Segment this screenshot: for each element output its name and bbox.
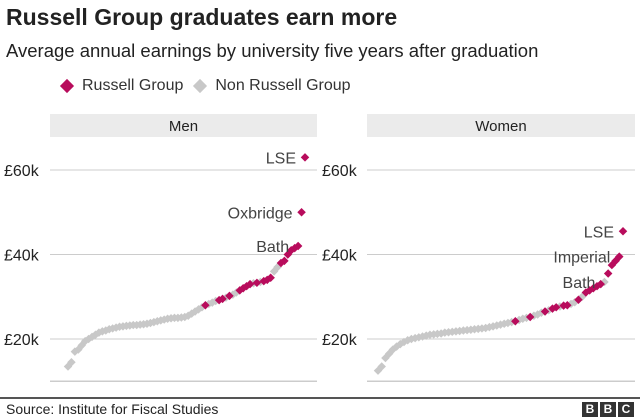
russell-group-point	[603, 269, 613, 278]
russell-group-point	[596, 279, 605, 289]
russell-group-point	[266, 273, 275, 282]
legend-russell: Russell Group	[82, 77, 184, 94]
russell-group-point	[293, 241, 303, 251]
russell-group-point	[297, 208, 306, 217]
plot-area: Men £20k £40k £60k LSE Oxbridge Bath Women £20k £…	[4, 114, 635, 382]
chart-subtitle: Average annual earnings by university fi…	[6, 40, 539, 61]
y-tick-label: £40k	[4, 248, 40, 265]
logo-letter: B	[582, 402, 598, 417]
legend-non-russell: Non Russell Group	[215, 77, 351, 94]
point-annotation: Bath	[563, 275, 596, 292]
russell-group-point	[201, 300, 210, 310]
russell-group-point	[551, 303, 561, 312]
russell-group-point	[511, 317, 520, 326]
y-tick-label: £20k	[4, 332, 40, 349]
point-annotation: LSE	[584, 224, 614, 241]
russell-group-point	[225, 291, 234, 301]
logo-letter: C	[618, 402, 634, 417]
y-tick-label: £60k	[322, 163, 358, 180]
panel-title: Women	[475, 118, 526, 135]
point-annotation: Imperial	[553, 250, 610, 267]
russell-group-point	[280, 256, 289, 266]
russell-group-point	[540, 307, 550, 316]
point-annotation: Bath	[256, 239, 289, 256]
non-russell-point	[67, 357, 76, 367]
chart-title: Russell Group graduates earn more	[6, 4, 398, 30]
panel-title: Men	[169, 118, 198, 135]
y-tick-label: £40k	[322, 248, 358, 265]
russell-group-point	[245, 279, 255, 289]
source-note: Source: Institute for Fiscal Studies	[6, 401, 219, 417]
russell-group-point	[525, 312, 535, 322]
y-tick-label: £60k	[4, 163, 40, 180]
panel-header	[50, 114, 317, 137]
legend: Russell Group Non Russell Group	[59, 77, 351, 95]
footer-divider	[0, 397, 640, 399]
russell-group-point	[618, 227, 628, 236]
bbc-logo: B B C	[582, 402, 634, 417]
logo-letter: B	[600, 402, 616, 417]
russell-group-point	[574, 295, 583, 304]
y-tick-label: £20k	[322, 332, 358, 349]
russell-group-point	[300, 153, 310, 162]
panel-header	[367, 114, 635, 137]
point-annotation: Oxbridge	[228, 205, 293, 222]
russell-group-point	[218, 294, 227, 304]
russell-group-point	[563, 300, 572, 310]
non-russell-point	[377, 362, 386, 371]
point-annotation: LSE	[266, 150, 296, 167]
